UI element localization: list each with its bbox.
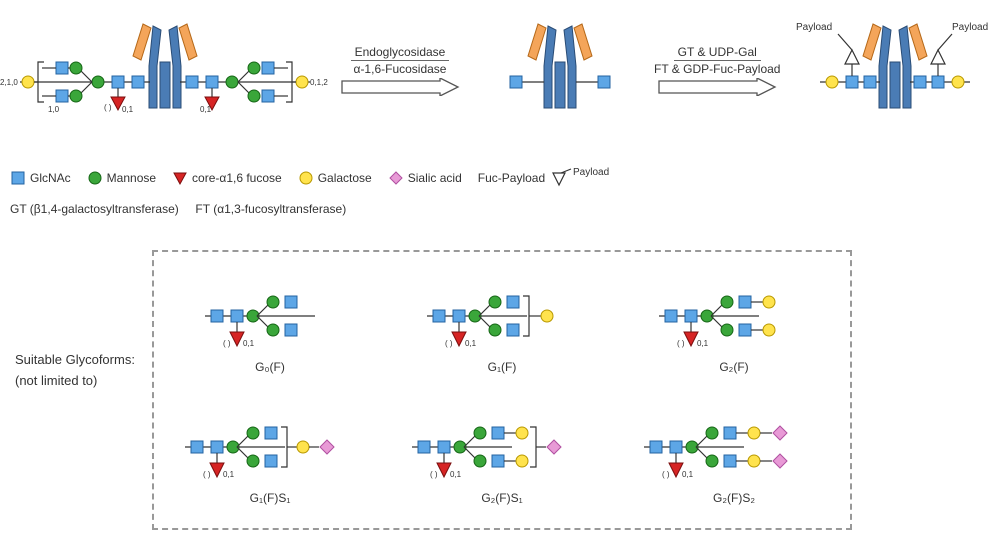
svg-text:0,1: 0,1 (450, 470, 462, 479)
svg-text:( ): ( ) (104, 103, 112, 112)
stage-trimmed (480, 12, 640, 132)
stage-heterogeneous: ( ) 2,1,0 1,0 0,1 (0, 12, 330, 132)
svg-text:( ): ( ) (445, 339, 453, 348)
legend-galactose-label: Galactose (318, 171, 372, 185)
subscript-left-inner: 1,0 (48, 105, 60, 114)
g1fs1-label: G₁(F)S₁ (250, 491, 291, 505)
g2fs2-label: G₂(F)S₂ (713, 491, 755, 505)
glycoform-g2fs2: ( ) 0,1 G₂(F)S₂ (628, 395, 840, 516)
svg-text:( ): ( ) (662, 470, 670, 479)
glycoforms-heading: Suitable Glycoforms: (not limited to) (15, 350, 135, 392)
arrow2-shape (657, 78, 777, 96)
stage-conjugated: Payload Payload (790, 8, 1000, 138)
payload-label-left: Payload (796, 22, 832, 33)
gt-definition: GT (β1,4-galactosyltransferase) (10, 202, 179, 216)
reaction-arrow-1: Endoglycosidase α-1,6-Fucosidase (340, 45, 460, 96)
glycoform-g0f: ( ) 0,1 G₀(F) (164, 264, 376, 385)
glycoform-g2fs1: ( ) 0,1 G₂(F)S₁ (396, 395, 608, 516)
svg-text:0,1: 0,1 (223, 470, 235, 479)
legend-mannose: Mannose (87, 170, 156, 186)
legend-row: GlcNAc Mannose core-α1,6 fucose Galactos… (10, 167, 990, 189)
arrow1-bottom-label: α-1,6-Fucosidase (350, 62, 451, 77)
svg-text:( ): ( ) (430, 470, 438, 479)
arrow1-shape (340, 78, 460, 96)
legend-fucose: core-α1,6 fucose (172, 170, 282, 186)
legend-glcnac-label: GlcNAc (30, 171, 71, 185)
svg-text:0,1: 0,1 (697, 339, 709, 348)
legend-glcnac: GlcNAc (10, 170, 71, 186)
glycoforms-heading-1: Suitable Glycoforms: (15, 350, 135, 371)
antibody-heterogeneous-svg: ( ) 2,1,0 1,0 0,1 (0, 12, 330, 142)
glycoforms-heading-2: (not limited to) (15, 371, 135, 392)
glycoform-g1f: ( ) 0,1 G₁(F) (396, 264, 608, 385)
arrow2-top-label: GT & UDP-Gal (674, 45, 761, 61)
svg-text:0,1: 0,1 (243, 339, 255, 348)
svg-text:( ): ( ) (223, 339, 231, 348)
glycoforms-box: ( ) 0,1 G₀(F) ( ) 0,1 G₁(F) ( ) 0,1 G₂(F… (152, 250, 852, 530)
g0f-label: G₀(F) (255, 360, 285, 374)
subscript-left-outer: 2,1,0 (0, 78, 18, 87)
legend-sialic-label: Sialic acid (408, 171, 462, 185)
ft-definition: FT (α1,3-fucosyltransferase) (195, 202, 346, 216)
legend-mannose-label: Mannose (107, 171, 156, 185)
legend-fucose-label: core-α1,6 fucose (192, 171, 282, 185)
arrow1-top-label: Endoglycosidase (351, 45, 450, 61)
antibody-trimmed-svg (480, 12, 640, 132)
svg-text:( ): ( ) (677, 339, 685, 348)
legend-fucpayload: Fuc-Payload Payload (478, 167, 609, 189)
g1f-label: G₁(F) (488, 360, 517, 374)
glycoform-g1fs1: ( ) 0,1 G₁(F)S₁ (164, 395, 376, 516)
svg-text:( ): ( ) (203, 470, 211, 479)
legend-fucpayload-tag: Payload (573, 167, 609, 178)
legend-sialic: Sialic acid (388, 170, 462, 186)
antibody-conjugated-svg: Payload Payload (790, 8, 1000, 138)
reaction-arrow-2: GT & UDP-Gal FT & GDP-Fuc-Payload (650, 45, 784, 96)
glycoform-g2f: ( ) 0,1 G₂(F) (628, 264, 840, 385)
svg-text:0,1: 0,1 (682, 470, 694, 479)
g2f-label: G₂(F) (719, 360, 748, 374)
subscript-core01-right: 0,1 (200, 105, 212, 114)
enzyme-definitions: GT (β1,4-galactosyltransferase) FT (α1,3… (10, 202, 346, 216)
payload-label-right: Payload (952, 22, 988, 33)
subscript-right-outer: 0,1,2 (310, 78, 328, 87)
legend-galactose: Galactose (298, 170, 372, 186)
arrow2-bottom-label: FT & GDP-Fuc-Payload (650, 62, 784, 77)
subscript-core01-left: 0,1 (122, 105, 134, 114)
g2fs1-label: G₂(F)S₁ (481, 491, 522, 505)
svg-text:0,1: 0,1 (465, 339, 477, 348)
legend-fucpayload-name: Fuc-Payload (478, 171, 545, 185)
